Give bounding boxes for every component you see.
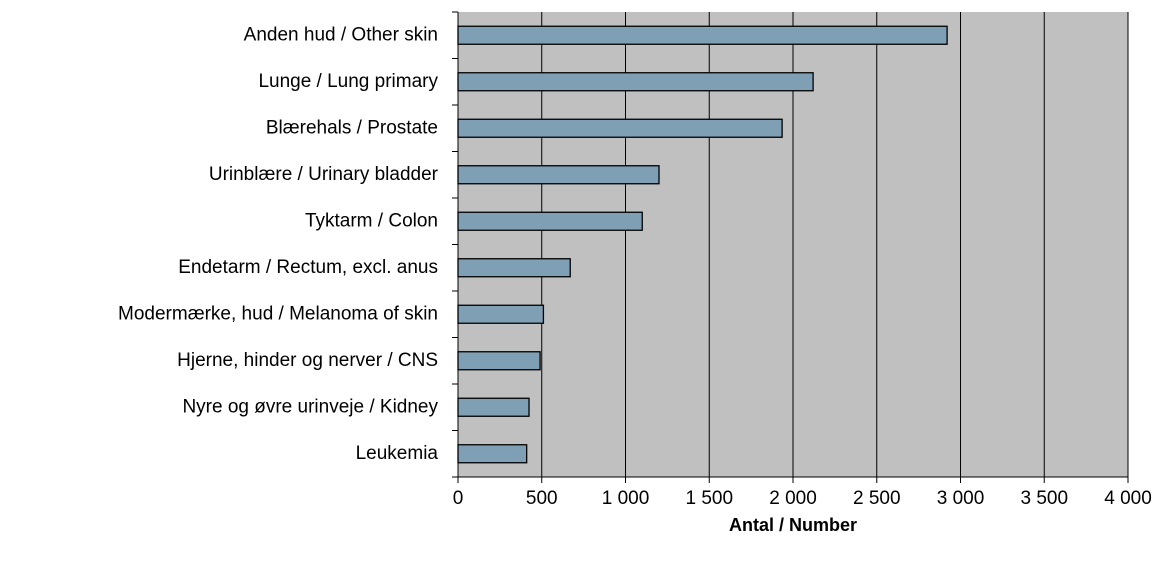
bar	[457, 258, 571, 278]
x-tick-label: 3 500	[1020, 488, 1068, 509]
y-tick-label: Nyre og øvre urinveje / Kidney	[182, 396, 438, 417]
x-axis-title: Antal / Number	[729, 515, 857, 535]
y-tick-label: Urinblære / Urinary bladder	[209, 164, 439, 185]
x-tick-label: 3 000	[937, 488, 985, 509]
x-tick-label: 500	[526, 488, 558, 509]
y-tick-label: Anden hud / Other skin	[244, 24, 438, 45]
y-tick-label: Lunge / Lung primary	[258, 71, 438, 92]
bar	[457, 25, 948, 45]
x-tick-label: 2 500	[853, 488, 901, 509]
y-tick-label: Leukemia	[356, 443, 439, 464]
bar	[457, 211, 643, 231]
y-tick-label: Hjerne, hinder og nerver / CNS	[177, 350, 438, 371]
y-tick-label: Tyktarm / Colon	[305, 210, 438, 231]
x-tick-label: 1 000	[602, 488, 650, 509]
x-tick-label: 0	[453, 488, 464, 509]
y-tick-label: Endetarm / Rectum, excl. anus	[178, 257, 438, 278]
bar	[457, 351, 541, 371]
y-tick-label: Modermærke, hud / Melanoma of skin	[118, 303, 438, 324]
bar	[457, 72, 814, 92]
bar	[457, 304, 545, 324]
x-tick-label: 2 000	[769, 488, 817, 509]
x-tick-label: 1 500	[685, 488, 733, 509]
bar	[457, 397, 530, 417]
bar	[457, 444, 528, 464]
x-tick-label: 4 000	[1104, 488, 1152, 509]
y-tick-label: Blærehals / Prostate	[266, 117, 438, 138]
bar	[457, 118, 783, 138]
bar	[457, 165, 660, 185]
